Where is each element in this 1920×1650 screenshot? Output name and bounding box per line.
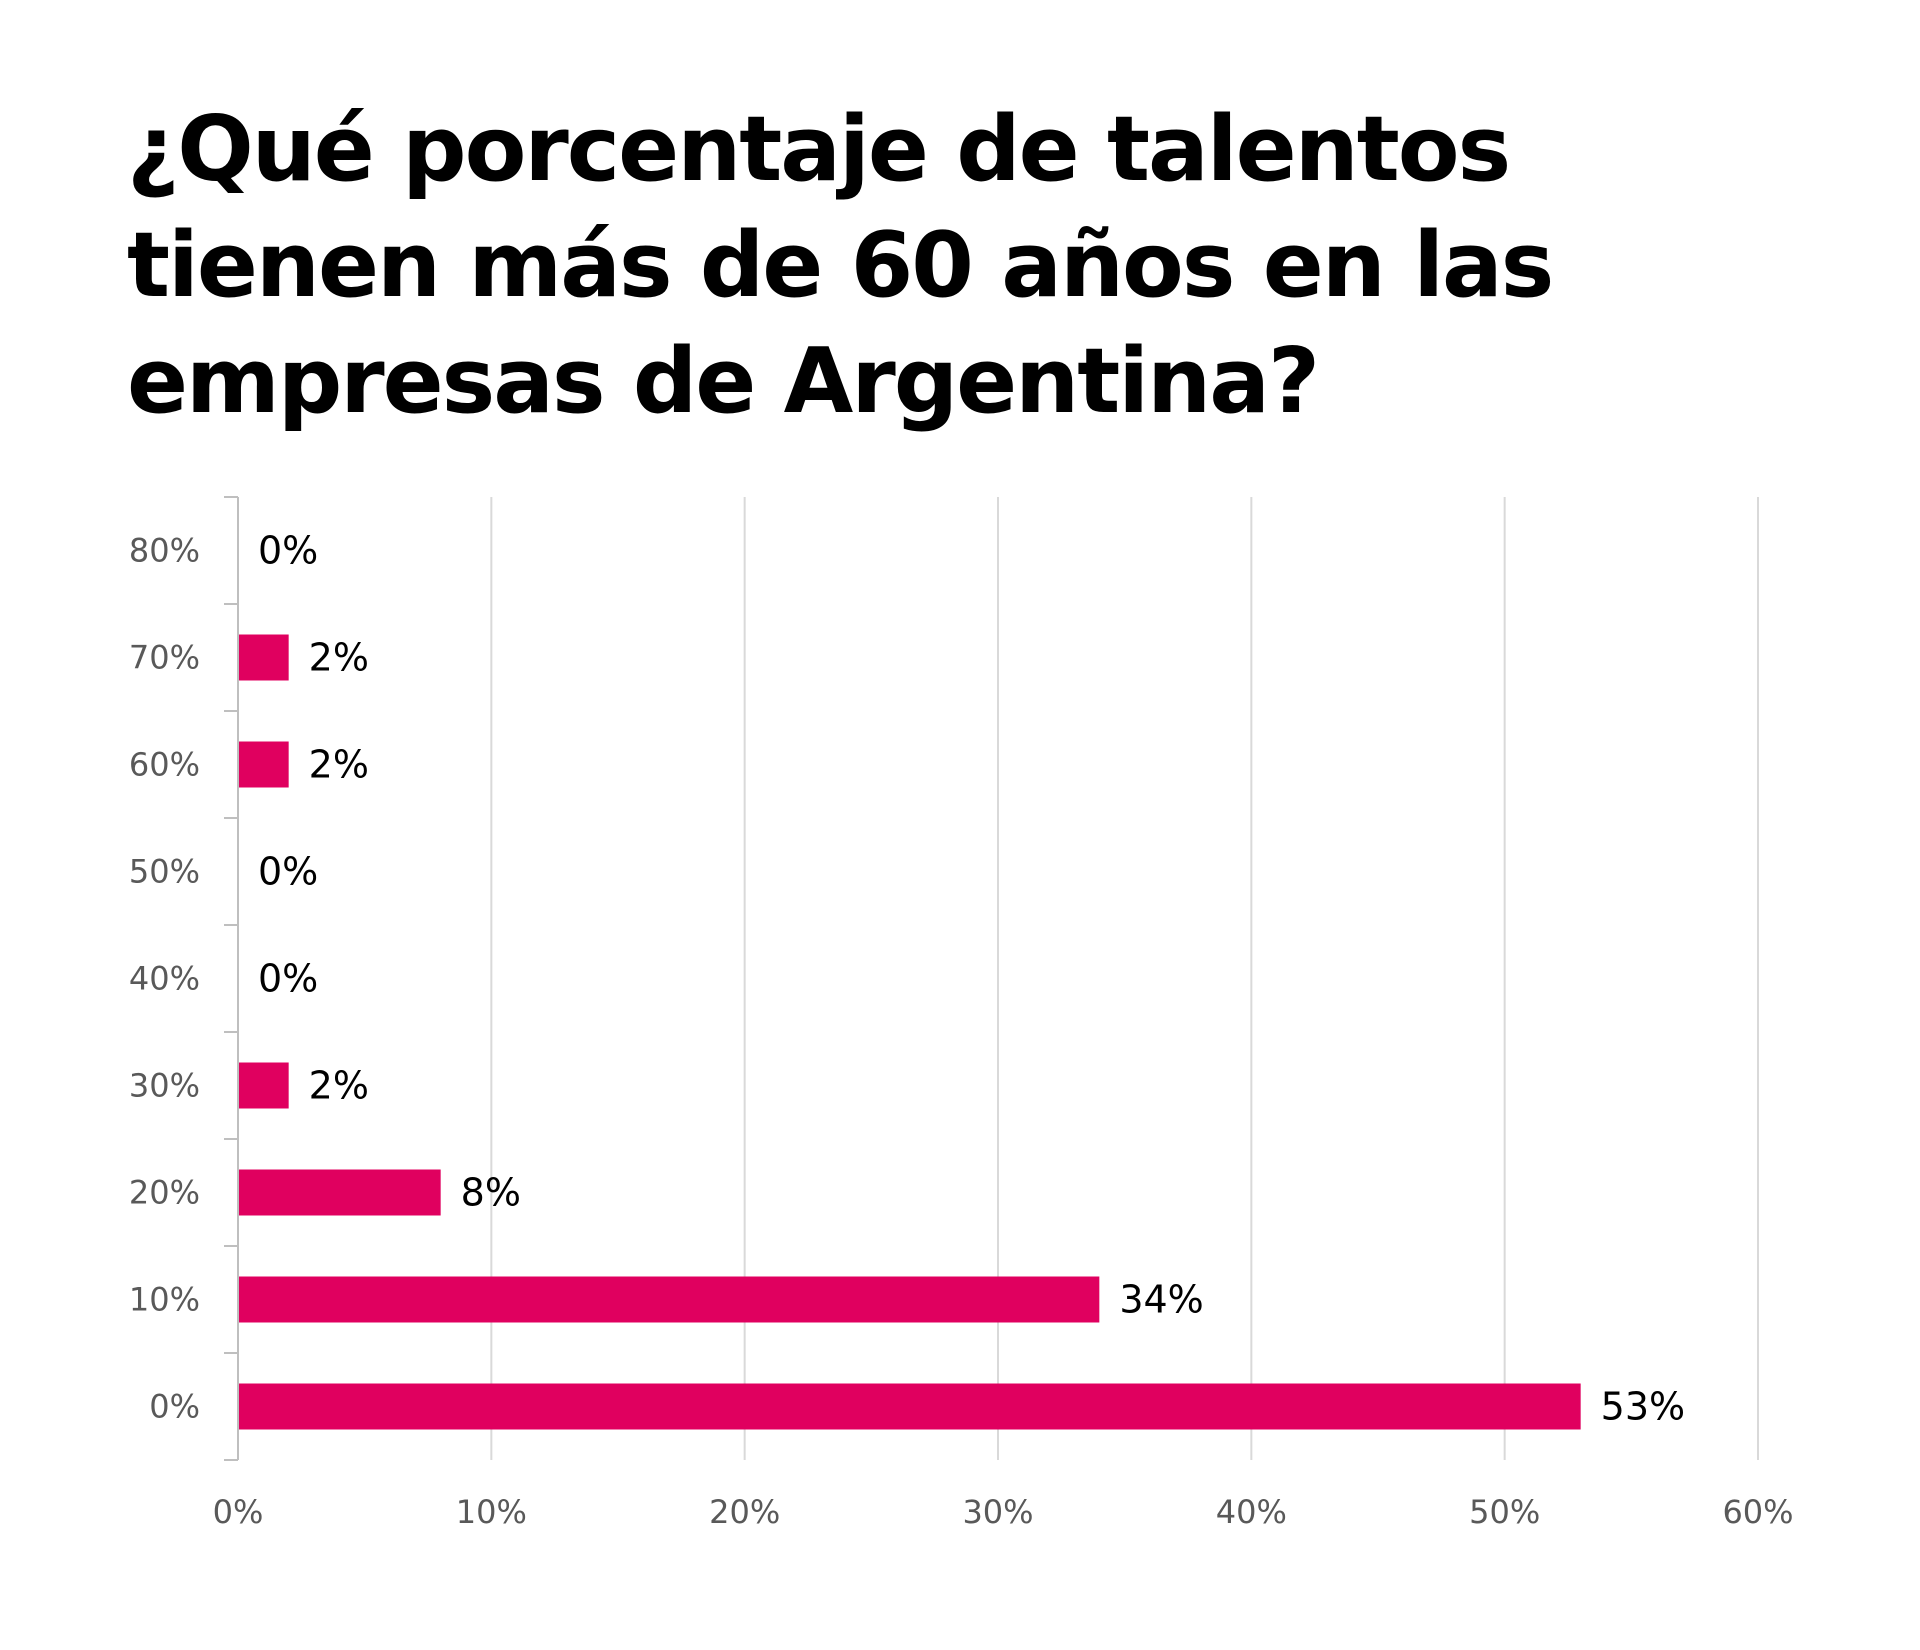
- y-tick-label: 20%: [129, 1174, 200, 1212]
- bar-data-label: 8%: [461, 1171, 521, 1215]
- y-tick-label: 40%: [129, 960, 200, 998]
- chart-title-line-2: tienen más de 60 años en las: [127, 213, 1554, 318]
- y-tick-label: 50%: [129, 853, 200, 891]
- x-tick-labels: 0% 10% 20% 30% 40% 50% 60%: [213, 1493, 1794, 1531]
- x-tick-label: 10%: [456, 1493, 527, 1531]
- x-tick-label: 30%: [962, 1493, 1033, 1531]
- y-tick-label: 70%: [129, 639, 200, 677]
- bar: [239, 741, 289, 788]
- x-tick-label: 40%: [1216, 1493, 1287, 1531]
- bar-data-label: 2%: [309, 636, 369, 680]
- bar-data-label: 0%: [258, 957, 318, 1001]
- x-tick-label: 20%: [709, 1493, 780, 1531]
- data-labels: 53% 34% 8% 2% 0% 0% 2% 2% 0%: [258, 529, 1685, 1429]
- bar-data-label: 0%: [258, 850, 318, 894]
- bar-data-label: 53%: [1601, 1385, 1685, 1429]
- bar: [239, 634, 289, 681]
- bars: [239, 634, 1581, 1430]
- chart-title-line-1: ¿Qué porcentaje de talentos: [127, 97, 1511, 202]
- bar: [239, 1169, 441, 1216]
- x-tick-label: 60%: [1722, 1493, 1793, 1531]
- bar-data-label: 0%: [258, 529, 318, 573]
- x-tick-label: 0%: [213, 1493, 264, 1531]
- bar-data-label: 2%: [309, 1064, 369, 1108]
- bar-data-label: 34%: [1119, 1278, 1203, 1322]
- y-tick-labels: 0% 10% 20% 30% 40% 50% 60% 70% 80%: [129, 532, 200, 1426]
- y-tick-label: 10%: [129, 1281, 200, 1319]
- chart-title-line-3: empresas de Argentina?: [127, 329, 1320, 434]
- bar-data-label: 2%: [309, 743, 369, 787]
- y-axis: [224, 496, 239, 1461]
- y-tick-label: 0%: [149, 1388, 200, 1426]
- bar: [239, 1276, 1100, 1323]
- y-tick-label: 30%: [129, 1067, 200, 1105]
- y-tick-label: 60%: [129, 746, 200, 784]
- chart-title: ¿Qué porcentaje de talentos tienen más d…: [127, 92, 1727, 440]
- bar: [239, 1383, 1581, 1430]
- y-tick-label: 80%: [129, 532, 200, 570]
- bar: [239, 1062, 289, 1109]
- x-tick-label: 50%: [1469, 1493, 1540, 1531]
